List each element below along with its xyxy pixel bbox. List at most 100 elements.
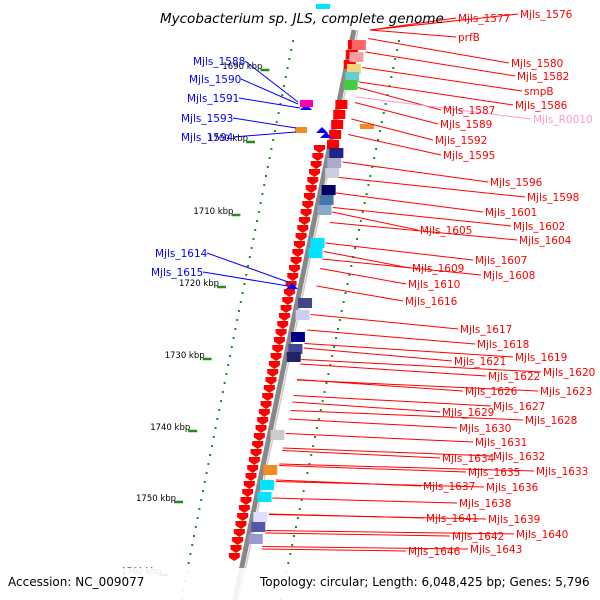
scale-dot-left — [283, 85, 285, 87]
gene-label: Mjls_1609 — [412, 263, 464, 275]
gene-label: Mjls_1640 — [516, 529, 568, 541]
scale-dot-right — [308, 463, 311, 465]
label-leader-line — [268, 513, 425, 519]
conserved-block — [263, 465, 278, 475]
reverse-gene-block — [333, 110, 346, 119]
scale-dot-left — [214, 427, 217, 429]
scale-dot-left — [216, 418, 219, 420]
scale-dot-left — [284, 76, 287, 78]
scale-dot-right — [331, 355, 334, 357]
gene-label: Mjls_1623 — [540, 386, 592, 398]
scale-dot-left — [205, 472, 208, 474]
gene-label: Mjls_1607 — [475, 255, 527, 267]
label-leader-line — [354, 102, 439, 125]
label-leader-line — [272, 497, 458, 504]
scale-dot-right — [315, 427, 318, 429]
label-leader-line — [285, 433, 474, 443]
reverse-gene-arrow — [295, 233, 307, 241]
scale-dot-left — [254, 229, 257, 231]
scale-dot-right — [310, 454, 313, 456]
forward-gene-arrow — [286, 283, 298, 289]
kbp-tick-label: 1740 kbp — [150, 423, 190, 433]
label-leader-line — [238, 97, 301, 109]
scale-dot-left — [227, 364, 230, 366]
conserved-block — [349, 52, 364, 62]
label-leader-line — [331, 211, 419, 231]
reverse-gene-arrow — [312, 153, 324, 161]
scale-dot-right — [365, 193, 368, 195]
reverse-gene-arrow — [275, 329, 287, 337]
reverse-gene-arrow — [242, 489, 254, 497]
conserved-block — [288, 344, 303, 354]
scale-dot-right — [354, 247, 357, 249]
gene-label: Mjls_1621 — [454, 356, 506, 368]
accession-label: Accession: NC_009077 — [8, 575, 144, 589]
label-leader-line — [339, 177, 526, 198]
label-leader-line — [369, 29, 457, 38]
scale-dot-left — [286, 67, 289, 69]
reverse-gene-arrow — [267, 369, 279, 377]
conserved-block — [316, 4, 330, 9]
scale-dot-left — [220, 400, 222, 402]
label-leader-line — [292, 401, 441, 413]
reverse-gene-arrow — [237, 513, 249, 521]
conserved-block — [345, 72, 360, 82]
reverse-gene-arrow — [307, 177, 319, 185]
scale-dot-right — [373, 157, 376, 159]
scale-dot-right — [382, 112, 385, 114]
gene-label: Mjls_1634 — [442, 453, 495, 465]
conserved-block — [290, 332, 305, 342]
scale-dot-left — [194, 526, 197, 528]
label-leader-line — [351, 118, 434, 141]
scale-dot-left — [187, 562, 190, 564]
scale-dot-right — [323, 391, 326, 393]
scale-dot-right — [340, 310, 343, 312]
scale-dot-right — [375, 148, 378, 150]
label-leader-line — [202, 271, 289, 287]
label-leader-line — [282, 450, 441, 459]
gene-label: Mjls_1632 — [493, 451, 545, 463]
label-leader-layer — [202, 13, 542, 552]
reverse-gene-arrow — [232, 537, 244, 545]
scale-dot-left — [252, 238, 255, 240]
label-leader-line — [304, 343, 514, 358]
scale-dot-left — [202, 490, 204, 492]
scale-dot-left — [211, 445, 213, 447]
conserved-block — [298, 298, 313, 308]
reverse-gene-arrow — [305, 185, 317, 193]
reverse-gene-arrow — [248, 457, 260, 465]
scale-dot-left — [292, 40, 294, 42]
reverse-gene-arrow — [297, 225, 309, 233]
scale-dot-right — [357, 229, 360, 231]
reverse-gene-arrow — [258, 409, 270, 417]
reverse-gene-arrow — [278, 313, 290, 321]
gene-label: Mjls_1588 — [193, 56, 245, 68]
scale-dot-left — [232, 337, 235, 339]
gene-label: Mjls_1626 — [465, 386, 518, 398]
conserved-block — [319, 195, 334, 205]
scale-dot-left — [207, 463, 210, 465]
footer-background — [0, 568, 600, 600]
scale-dot-right — [312, 445, 315, 447]
scale-dot-right — [336, 328, 339, 330]
label-leader-line — [359, 81, 514, 106]
conserved-block — [257, 492, 272, 502]
scale-dot-right — [371, 166, 374, 168]
reverse-gene-arrow — [290, 257, 302, 265]
scale-dot-left — [203, 481, 206, 483]
forward-gene-block — [300, 100, 313, 107]
reverse-gene-arrow — [298, 217, 310, 225]
scale-dot-right — [356, 238, 359, 240]
conserved-block — [251, 522, 266, 532]
reverse-gene-arrow — [243, 481, 255, 489]
scale-dot-left — [234, 328, 237, 330]
label-leader-line — [320, 268, 407, 285]
scale-dot-right — [293, 535, 296, 537]
label-leader-line — [300, 363, 487, 377]
scale-dot-right — [346, 283, 349, 285]
scale-dot-left — [200, 499, 203, 501]
scale-dot-right — [359, 220, 362, 222]
scale-dot-right — [325, 382, 328, 384]
reverse-gene-arrow — [257, 417, 269, 425]
label-leader-line — [323, 251, 411, 269]
